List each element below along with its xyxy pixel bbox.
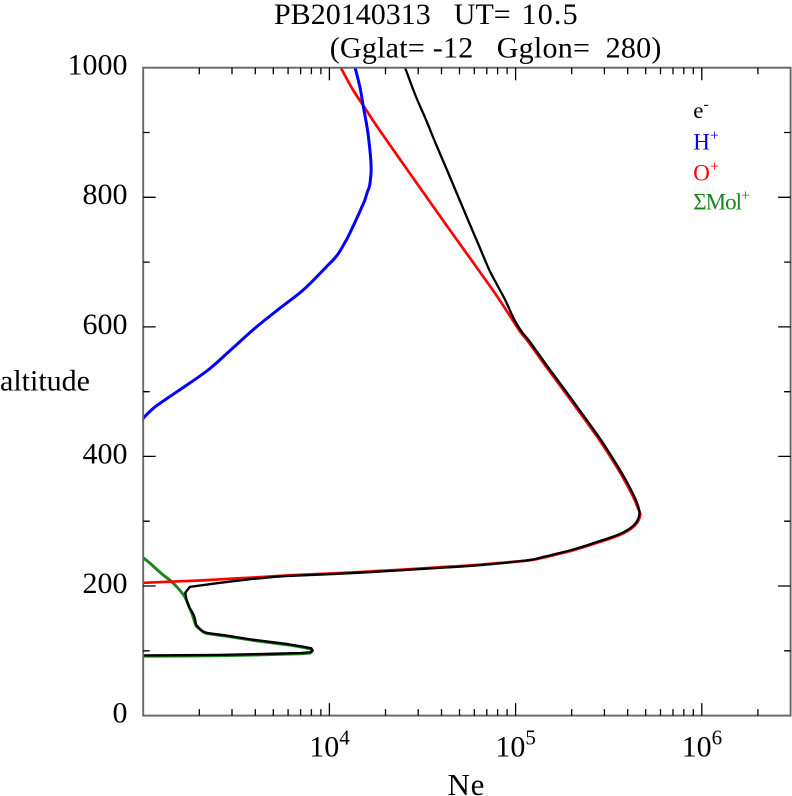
- svg-text:0: 0: [113, 697, 128, 730]
- svg-text:600: 600: [83, 308, 128, 341]
- svg-text:UT=: UT=: [454, 0, 511, 31]
- svg-text:1000: 1000: [68, 49, 128, 82]
- svg-text:800: 800: [83, 178, 128, 211]
- svg-text:400: 400: [83, 437, 128, 470]
- svg-text:10.5: 10.5: [522, 0, 579, 31]
- svg-text:Ne: Ne: [448, 767, 486, 796]
- svg-text:altitude: altitude: [0, 364, 90, 397]
- svg-text:PB20140313: PB20140313: [274, 0, 431, 31]
- svg-text:200: 200: [83, 567, 128, 600]
- svg-text:(Gglat= -12 Gglon= 280): (Gglat= -12 Gglon= 280): [330, 31, 662, 64]
- svg-text:105: 105: [495, 725, 536, 763]
